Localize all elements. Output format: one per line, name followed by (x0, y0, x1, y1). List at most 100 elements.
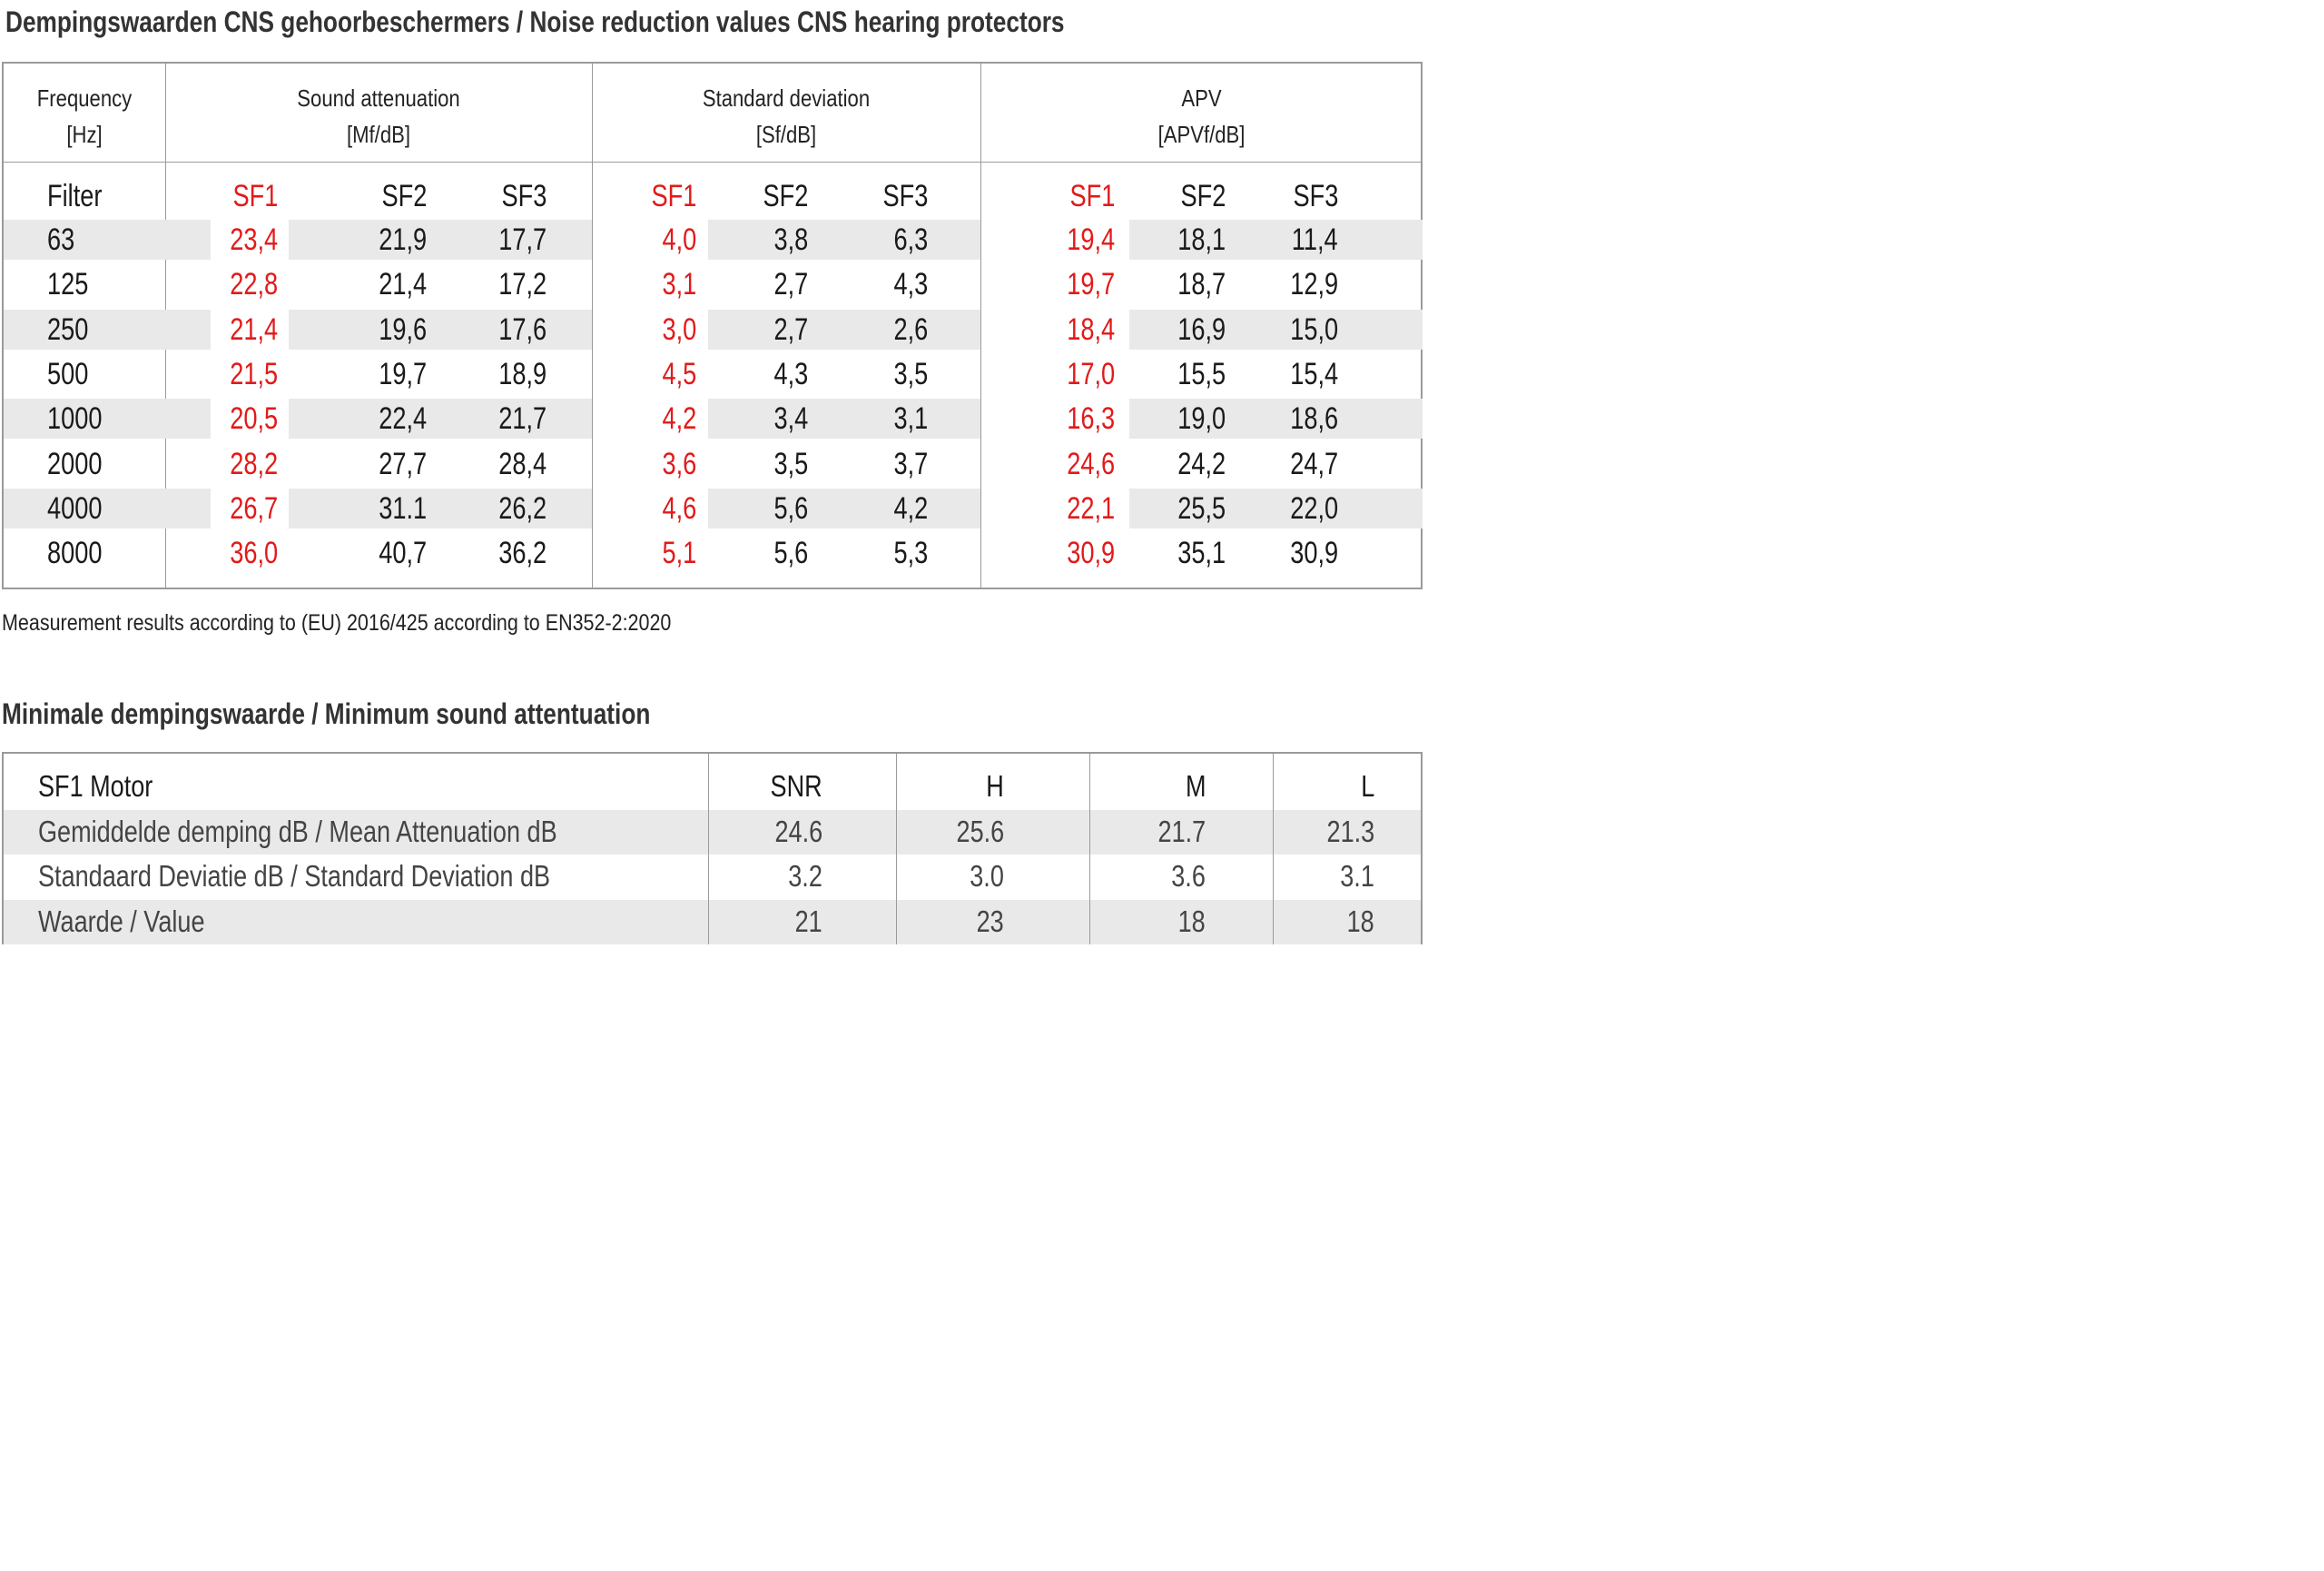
standard-deviation-header: Standard deviation [Sf/dB] (621, 80, 951, 153)
row-stripe (708, 488, 980, 529)
value-cell: 18,9 (498, 356, 547, 391)
value-cell: 24,7 (1290, 446, 1338, 481)
value-cell: 25,5 (1177, 490, 1226, 526)
value-cell: 5,6 (773, 536, 808, 571)
value-cell: 3,5 (773, 446, 808, 481)
row-stripe (4, 220, 211, 260)
apv-header: APV [APVf/dB] (1014, 80, 1390, 153)
value-cell: 40,7 (379, 536, 427, 571)
value-cell: 18,4 (1067, 311, 1115, 347)
min-row-label: Waarde / Value (38, 904, 205, 938)
value-cell: 3,8 (773, 222, 808, 257)
value-cell: 17,0 (1067, 356, 1115, 391)
value-cell: 17,6 (498, 311, 547, 347)
value-cell: 21,7 (498, 401, 547, 437)
column-divider (592, 64, 593, 588)
min-value-cell: 18 (1177, 904, 1206, 938)
value-cell: 22,0 (1290, 490, 1338, 526)
minimum-attenuation-table: SF1 Motor SNR H M L Gemiddelde demping dB / M… (2, 752, 1423, 944)
value-cell: 5,6 (773, 490, 808, 526)
min-value-cell: 3.2 (788, 859, 822, 893)
min-value-cell: 18 (1346, 904, 1374, 938)
frequency-cell: 125 (47, 267, 89, 302)
row-stripe (289, 488, 592, 529)
value-cell: 18,6 (1290, 401, 1338, 437)
value-cell: 30,9 (1290, 536, 1338, 571)
value-cell: 15,0 (1290, 311, 1338, 347)
value-cell: 4,6 (662, 490, 696, 526)
value-cell: 21,4 (230, 311, 278, 347)
value-cell: 17,7 (498, 222, 547, 257)
value-cell: 21,9 (379, 222, 427, 257)
value-cell: 4,3 (893, 267, 928, 302)
filter-label: Filter (47, 179, 103, 213)
value-cell: 2,6 (893, 311, 928, 347)
value-cell: 4,2 (662, 401, 696, 437)
value-cell: 19,6 (379, 311, 427, 347)
min-value-cell: 23 (976, 904, 1004, 938)
value-cell: 4,3 (773, 356, 808, 391)
value-cell: 26,2 (498, 490, 547, 526)
value-cell: 4,2 (893, 490, 928, 526)
value-cell: 11,4 (1292, 222, 1338, 257)
row-stripe (289, 220, 592, 260)
value-cell: 3,5 (893, 356, 928, 391)
sub-label-sf2: SF2 (381, 179, 427, 213)
value-cell: 22,4 (379, 401, 427, 437)
frequency-cell: 2000 (47, 446, 103, 481)
apv-header-label: APV (1181, 84, 1222, 112)
value-cell: 2,7 (773, 311, 808, 347)
column-divider (1273, 754, 1274, 944)
value-cell: 18,7 (1177, 267, 1226, 302)
value-cell: 19,0 (1177, 401, 1226, 437)
column-divider (1089, 754, 1090, 944)
value-cell: 15,5 (1177, 356, 1226, 391)
value-cell: 3,1 (893, 401, 928, 437)
apv-header-unit: [APVf/dB] (1157, 121, 1246, 148)
min-value-cell: 21 (794, 904, 822, 938)
min-value-cell: 25.6 (956, 814, 1004, 848)
value-cell: 5,1 (662, 536, 696, 571)
frequency-cell: 8000 (47, 536, 103, 571)
value-cell: 2,7 (773, 267, 808, 302)
value-cell: 22,8 (230, 267, 278, 302)
frequency-header: Frequency [Hz] (15, 80, 153, 153)
row-stripe (4, 488, 211, 529)
min-header-snr: SNR (770, 769, 822, 803)
frequency-cell: 500 (47, 356, 89, 391)
min-value-cell: 3.6 (1171, 859, 1206, 893)
frequency-cell: 63 (47, 222, 75, 257)
frequency-cell: 1000 (47, 401, 103, 437)
row-stripe (1129, 399, 1423, 440)
frequency-cell: 250 (47, 311, 89, 347)
sub-label-sf1: SF1 (651, 179, 696, 213)
sound-attenuation-header-unit: [Mf/dB] (346, 121, 410, 148)
row-stripe (289, 399, 592, 440)
sub-label-sf2: SF2 (1180, 179, 1226, 213)
sub-label-sf1: SF1 (1069, 179, 1115, 213)
value-cell: 28,2 (230, 446, 278, 481)
value-cell: 20,5 (230, 401, 278, 437)
row-stripe (1129, 220, 1423, 260)
min-row-label: Gemiddelde demping dB / Mean Attenuation… (38, 814, 557, 848)
row-stripe (4, 899, 1421, 944)
row-stripe (708, 220, 980, 260)
value-cell: 26,7 (230, 490, 278, 526)
min-value-cell: 3.1 (1340, 859, 1374, 893)
row-stripe (1129, 309, 1423, 350)
value-cell: 21,5 (230, 356, 278, 391)
noise-reduction-table: Frequency [Hz] Sound attenuation [Mf/dB]… (2, 62, 1423, 589)
value-cell: 31.1 (379, 490, 427, 526)
row-stripe (4, 309, 211, 350)
value-cell: 15,4 (1290, 356, 1338, 391)
min-value-cell: 21.3 (1326, 814, 1374, 848)
value-cell: 30,9 (1067, 536, 1115, 571)
value-cell: 24,6 (1067, 446, 1115, 481)
value-cell: 36,0 (230, 536, 278, 571)
column-divider (708, 754, 709, 944)
sub-label-sf3: SF3 (501, 179, 547, 213)
value-cell: 24,2 (1177, 446, 1226, 481)
sub-label-sf1: SF1 (232, 179, 278, 213)
value-cell: 3,4 (773, 401, 808, 437)
value-cell: 3,7 (893, 446, 928, 481)
